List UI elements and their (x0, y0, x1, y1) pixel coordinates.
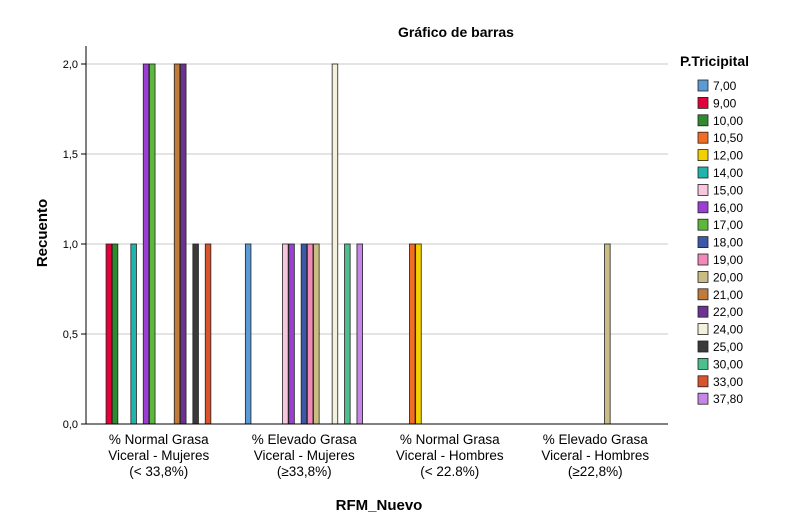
x-tick-label: (< 22.8%) (420, 464, 479, 479)
x-tick-label: Viceral - Hombres (541, 448, 649, 463)
bar (288, 243, 295, 425)
x-tick-label: Viceral - Mujeres (108, 448, 209, 463)
x-tick-label: % Normal Grasa (109, 432, 209, 447)
x-tick-label: Viceral - Mujeres (254, 448, 355, 463)
bar (149, 63, 156, 425)
legend-swatch (697, 323, 709, 336)
bar (192, 243, 199, 425)
x-tick-label: % Elevado Grasa (543, 432, 649, 447)
bar (282, 243, 289, 425)
legend-entry: 12,00 (713, 149, 743, 163)
legend-entry: 10,00 (713, 114, 743, 128)
legend-swatch (697, 236, 709, 249)
legend-swatch (697, 392, 709, 405)
legend-entry: 25,00 (713, 340, 743, 354)
legend-swatch (697, 340, 709, 353)
y-tick-label: 0,5 (63, 329, 78, 341)
x-tick-label: (≥22,8%) (568, 464, 623, 479)
legend-swatch (697, 288, 709, 301)
legend-entry: 22,00 (713, 305, 743, 319)
legend-entry: 33,00 (713, 375, 743, 389)
legend: P.Tricipital 7,00 9,00 10,00 10,50 12,00 14,0… (680, 53, 749, 406)
bar (409, 243, 416, 425)
y-axis-label: Recuento (34, 199, 51, 267)
legend-swatch (697, 253, 709, 266)
legend-swatch (697, 305, 709, 318)
x-tick-label: (< 33,8%) (129, 464, 188, 479)
bar (173, 63, 181, 425)
legend-swatch (697, 201, 709, 214)
bar (105, 243, 113, 425)
y-tick-label: 2,0 (63, 59, 78, 71)
legend-entry: 21,00 (713, 288, 743, 302)
legend-swatch (697, 79, 709, 92)
chart-title: Gráfico de barras (398, 24, 514, 40)
bar (344, 243, 351, 425)
legend-swatch (697, 131, 709, 144)
bar (204, 243, 212, 425)
bar (415, 243, 422, 425)
legend-swatch (697, 97, 709, 109)
x-tick-label: (≥33,8%) (277, 464, 332, 479)
legend-title: P.Tricipital (680, 53, 749, 69)
legend-entry: 19,00 (713, 253, 743, 267)
legend-entry: 18,00 (713, 236, 743, 250)
bar (313, 243, 320, 425)
x-tick-label: Viceral - Hombres (396, 448, 504, 463)
x-tick-label: % Elevado Grasa (252, 432, 358, 447)
legend-swatch (697, 357, 709, 370)
bar (356, 243, 363, 425)
gridlines (86, 63, 668, 335)
bar (306, 243, 314, 425)
bar (604, 243, 611, 425)
legend-entry: 30,00 (713, 357, 743, 371)
bar (142, 63, 150, 425)
bar (111, 243, 119, 425)
legend-entry: 9,00 (713, 96, 737, 110)
bar (130, 243, 137, 425)
y-tick-label: 0,0 (63, 419, 78, 431)
bar (331, 63, 339, 425)
legend-entry: 37,80 (713, 392, 743, 406)
bar (244, 243, 252, 425)
legend-entry: 20,00 (713, 270, 743, 284)
legend-entry: 15,00 (713, 183, 743, 197)
bar (180, 63, 187, 425)
x-tick-label: % Normal Grasa (400, 432, 500, 447)
legend-swatch (697, 218, 709, 231)
legend-entry: 17,00 (713, 218, 743, 232)
legend-swatch (697, 114, 709, 127)
legend-swatch (697, 375, 709, 388)
legend-entry: 10,50 (713, 131, 743, 145)
y-tick-label: 1,5 (63, 149, 78, 161)
bar (300, 243, 308, 425)
legend-swatch (697, 270, 709, 283)
y-tick-label: 1,0 (63, 239, 78, 251)
legend-entry: 24,00 (713, 323, 743, 337)
legend-entry: 14,00 (713, 166, 743, 180)
legend-swatch (697, 183, 709, 196)
legend-entry: 7,00 (713, 79, 737, 93)
legend-swatch (697, 149, 709, 162)
x-axis-label: RFM_Nuevo (336, 497, 423, 514)
legend-entry: 16,00 (713, 201, 743, 215)
legend-swatch (697, 166, 709, 179)
